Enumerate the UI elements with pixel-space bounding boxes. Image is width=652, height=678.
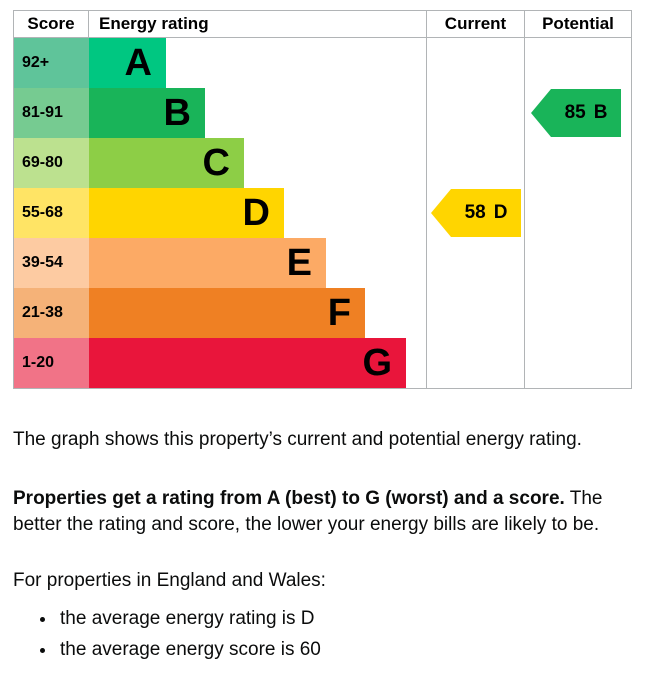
current-column-header: Current xyxy=(426,11,524,38)
rating-band-row-d: D xyxy=(89,188,426,238)
potential-rating-arrow-band-letter: B xyxy=(593,102,608,123)
band-letter-d: D xyxy=(242,192,270,234)
average-rating-list: the average energy rating is D the avera… xyxy=(13,606,642,663)
potential-rating-arrow: 85 B xyxy=(531,89,621,137)
score-range-e: 39-54 xyxy=(14,238,89,288)
rating-explanation: Properties get a rating from A (best) to… xyxy=(13,486,642,538)
rating-bar-f: F xyxy=(89,288,365,338)
intro-text: The graph shows this property’s current … xyxy=(13,429,582,450)
score-range-b: 81-91 xyxy=(14,88,89,138)
band-letter-e: E xyxy=(286,242,312,284)
potential-column-header: Potential xyxy=(524,11,631,38)
band-letter-b: B xyxy=(163,92,191,134)
band-letter-g: G xyxy=(362,342,392,384)
potential-rating-arrow-score: 85 xyxy=(564,102,586,123)
current-rating-arrow: 58 D xyxy=(431,189,521,237)
energy-rating-column-header: Energy rating xyxy=(89,11,426,38)
score-range-a: 92+ xyxy=(14,38,89,88)
rating-band-row-b: B xyxy=(89,88,426,138)
list-item-average-score: the average energy score is 60 xyxy=(57,637,642,663)
score-range-c: 69-80 xyxy=(14,138,89,188)
score-range-f: 21-38 xyxy=(14,288,89,338)
rating-band-row-e: E xyxy=(89,238,426,288)
epc-rating-chart: Score Energy rating Current Potential 92… xyxy=(13,10,632,389)
rating-bar-a: A xyxy=(89,38,166,88)
score-range-g: 1-20 xyxy=(14,338,89,388)
rating-bar-b: B xyxy=(89,88,205,138)
rating-band-row-c: C xyxy=(89,138,426,188)
rating-bar-c: C xyxy=(89,138,244,188)
rating-bar-g: G xyxy=(89,338,406,388)
band-letter-f: F xyxy=(327,292,351,334)
current-rating-arrow-band-letter: D xyxy=(493,202,508,223)
band-letter-a: A xyxy=(124,42,152,84)
rating-band-row-a: A xyxy=(89,38,426,88)
band-letter-c: C xyxy=(202,142,230,184)
current-column: 58 D xyxy=(426,38,524,388)
potential-column: 85 B xyxy=(524,38,631,388)
epc-description: The graph shows this property’s current … xyxy=(0,427,652,663)
rating-bar-d: D xyxy=(89,188,284,238)
rating-band-row-f: F xyxy=(89,288,426,338)
rating-band-row-g: G xyxy=(89,338,426,388)
rating-explanation-bold: Properties get a rating from A (best) to… xyxy=(13,488,565,509)
score-range-d: 55-68 xyxy=(14,188,89,238)
epc-page: Score Energy rating Current Potential 92… xyxy=(0,10,652,663)
score-column-header: Score xyxy=(14,11,89,38)
list-item-average-rating: the average energy rating is D xyxy=(57,606,642,632)
rating-bar-e: E xyxy=(89,238,326,288)
regional-heading: For properties in England and Wales: xyxy=(13,570,326,591)
current-rating-arrow-score: 58 xyxy=(464,202,486,223)
rating-explanation-rest: The better the rating and score, the low… xyxy=(13,488,603,535)
